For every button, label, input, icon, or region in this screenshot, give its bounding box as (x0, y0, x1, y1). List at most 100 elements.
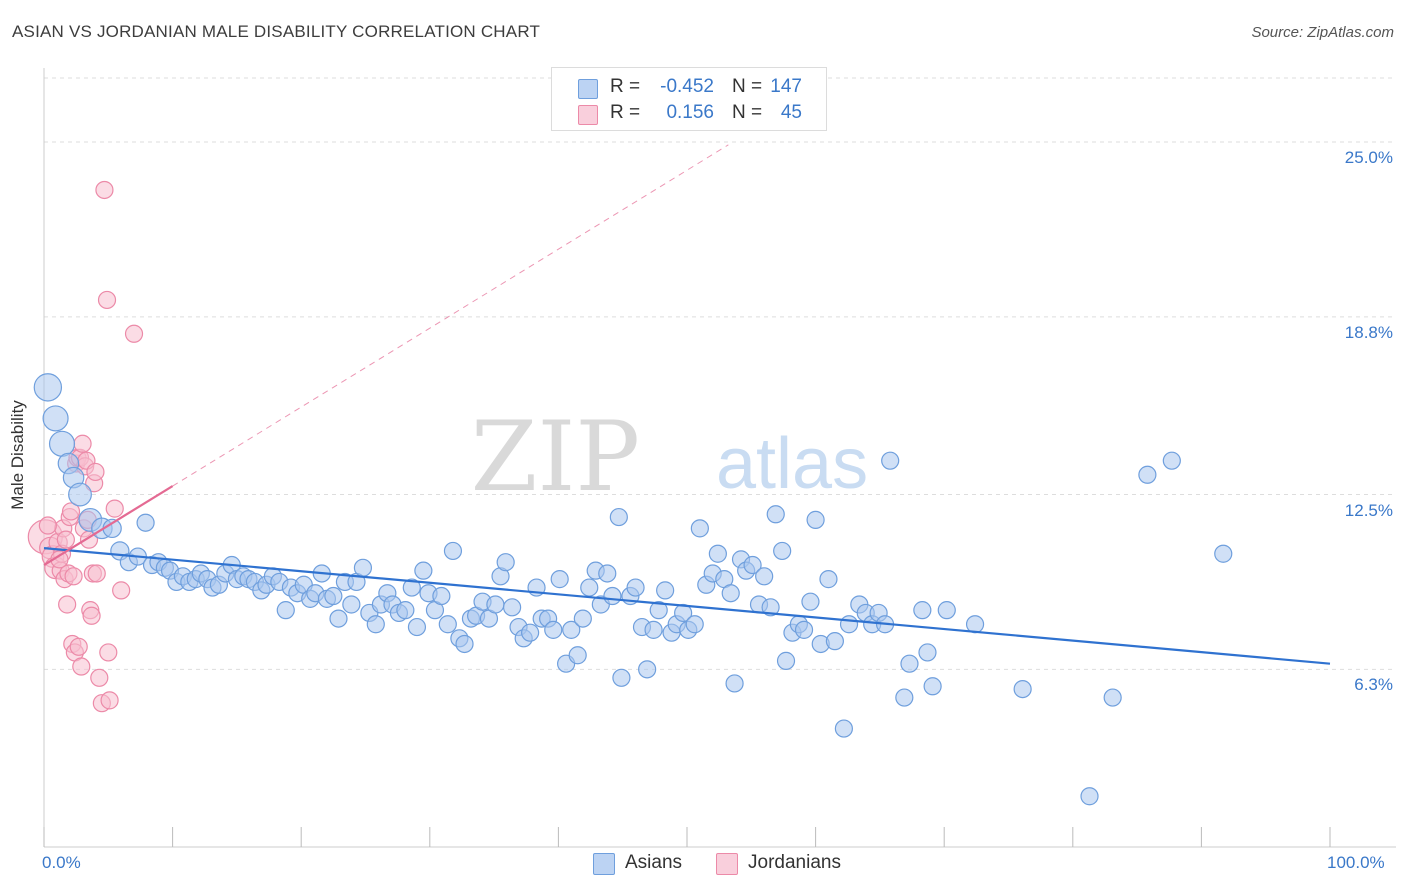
y-tick-label: 18.8% (1344, 322, 1393, 342)
jordanians-point (99, 643, 118, 662)
asians-point (1080, 787, 1099, 806)
asians-point (329, 609, 348, 628)
jordanians-point (82, 606, 101, 625)
asians-point (568, 646, 587, 665)
jordanians-trend-extension (172, 144, 729, 487)
asians-point (573, 609, 592, 628)
asians-point (550, 570, 569, 589)
asians-point (407, 617, 427, 637)
asians-point (656, 581, 675, 600)
jordanians-point (112, 581, 131, 600)
jordanians-point (86, 462, 105, 482)
asians-point (644, 620, 663, 639)
asians-point (562, 620, 581, 639)
legend-n-label: N = (732, 76, 763, 97)
asians-point (402, 578, 421, 597)
asians-point (755, 567, 774, 586)
asians-point (923, 677, 942, 696)
x-tick-max: 100.0% (1327, 853, 1385, 872)
asians-point (603, 586, 622, 606)
watermark-zip: ZIP (471, 401, 640, 513)
asians-point (819, 570, 838, 589)
jordanians-point (87, 564, 106, 583)
y-tick-label: 25.0% (1344, 148, 1393, 168)
asians-point (834, 719, 853, 738)
asians-point (414, 561, 433, 580)
legend-r-label: R = (610, 102, 641, 123)
stats-legend: R = -0.452 N = 147 R = 0.156 N = 45 (551, 67, 827, 131)
asians-point (801, 592, 820, 611)
asians-point (544, 620, 563, 639)
asians-point (1103, 688, 1122, 707)
legend-row-jordanians: R = 0.156 N = 45 (552, 101, 826, 127)
asians-point (881, 451, 900, 470)
watermark: ZIP atlas (471, 401, 868, 513)
x-tick-min: 0.0% (42, 853, 81, 872)
legend-label-asians: Asians (625, 852, 683, 873)
y-tick-label: 6.3% (1354, 675, 1393, 695)
asians-legend-swatch (593, 853, 615, 875)
asians-point (609, 507, 628, 527)
asians-point (638, 660, 657, 679)
asians-point (1214, 544, 1233, 563)
source-label: Source: ZipAtlas.com (1251, 24, 1394, 41)
axes (43, 68, 1396, 848)
y-tick-label: 12.5% (1344, 500, 1393, 520)
jordanians-point (97, 290, 117, 310)
jordanians-point (73, 434, 92, 453)
asians-point (685, 615, 704, 634)
asians-point (649, 601, 668, 620)
asians-point (773, 541, 792, 561)
asians-point (806, 510, 825, 529)
legend-row-asians: R = -0.452 N = 147 (552, 75, 826, 101)
asians-point (766, 505, 785, 524)
asians-point (342, 595, 361, 614)
asians-point (432, 586, 451, 606)
legend-r-value: 0.156 (666, 102, 714, 123)
asians-point (776, 651, 796, 670)
asians-point (937, 601, 956, 620)
jordanians-point (90, 668, 109, 687)
asians-point (708, 544, 727, 563)
asians-point (626, 578, 645, 597)
asians-point (895, 688, 914, 707)
jordanians-points (27, 180, 144, 713)
jordanians-point (56, 530, 75, 549)
jordanians-trend-line (43, 485, 174, 566)
asians-point (68, 482, 92, 507)
asians-point (761, 598, 780, 617)
legend-n-value: 147 (770, 76, 802, 97)
asians-point (366, 615, 385, 634)
asians-point (725, 674, 744, 693)
asians-point (438, 615, 457, 634)
asians-point (324, 586, 343, 606)
jordanians-point (61, 502, 81, 521)
asians-point (690, 519, 709, 538)
asians-point (503, 598, 522, 617)
chart-title: ASIAN VS JORDANIAN MALE DISABILITY CORRE… (12, 22, 541, 41)
asians-point (580, 578, 599, 597)
jordanians-swatch (578, 105, 598, 125)
trend-lines (43, 485, 1331, 665)
asians-point (521, 623, 540, 642)
jordanians-point (105, 499, 124, 518)
legend-n-label: N = (732, 102, 763, 123)
legend-n-value: 45 (780, 102, 802, 123)
asians-point (1138, 465, 1157, 484)
asians-point (598, 564, 617, 583)
jordanians-point (38, 516, 57, 535)
trend-extension (172, 144, 729, 487)
legend-r-label: R = (610, 76, 641, 97)
asians-point (496, 553, 515, 572)
series-legend: Asians Jordanians (0, 852, 1406, 878)
jordanians-point (124, 324, 144, 343)
asians-swatch (578, 79, 598, 99)
jordanians-point (64, 567, 83, 586)
asians-point (33, 373, 63, 402)
asians-point (825, 632, 844, 651)
jordanians-point (69, 637, 88, 656)
asians-point (353, 558, 373, 577)
asians-point (455, 634, 474, 654)
asians-point (900, 654, 919, 673)
